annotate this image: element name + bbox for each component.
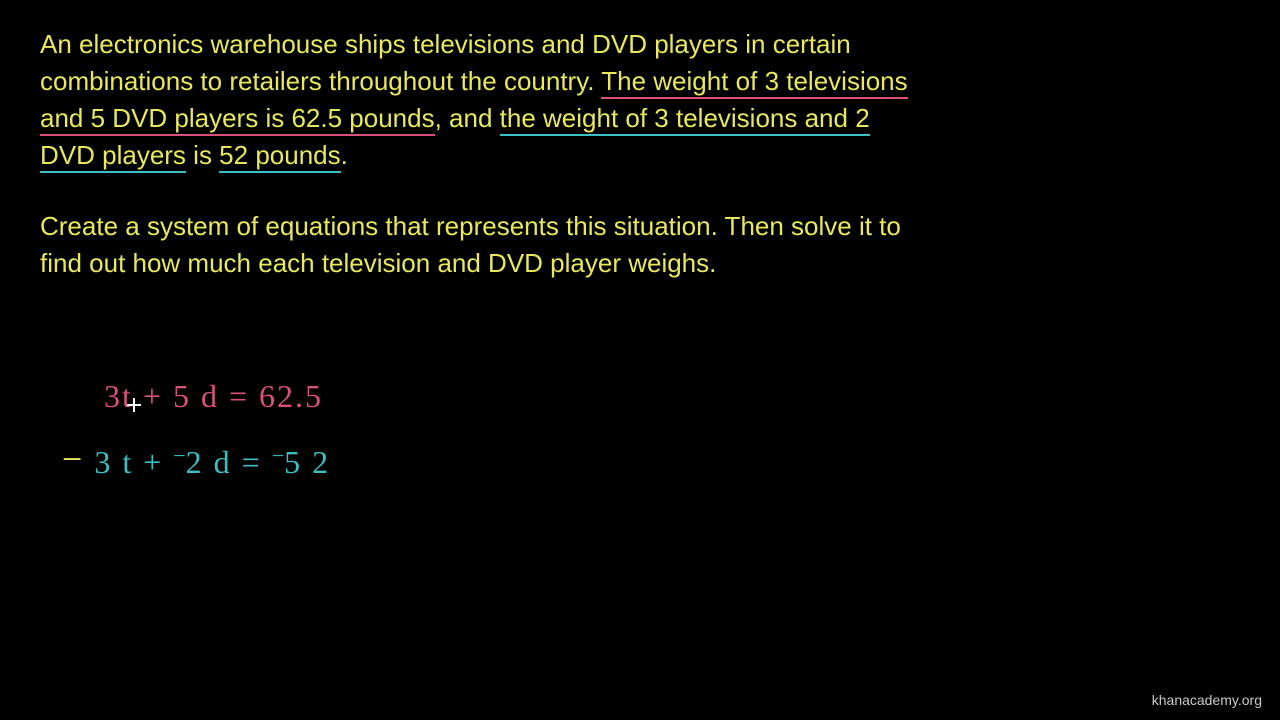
equation-2-part-c: 5 2 [284,444,330,480]
problem-paragraph-1: An electronics warehouse ships televisio… [40,26,910,174]
equation-2: − 3 t + −2 d = −5 2 [62,438,330,481]
problem-paragraph-2: Create a system of equations that repres… [40,208,910,282]
equation-2-part-b: 2 d = [186,444,272,480]
blackboard-canvas: An electronics warehouse ships televisio… [0,0,1280,720]
equation-2-part-a: 3 t + [84,444,173,480]
problem-statement: An electronics warehouse ships televisio… [40,26,910,315]
watermark: khanacademy.org [1152,692,1262,708]
equation-2-leading-minus: − [62,439,84,479]
equation-1: 3t + 5 d = 62.5 [104,378,323,415]
underline-condition-2b: 52 pounds [219,140,340,173]
equation-1-text: 3t + 5 d = 62.5 [104,378,323,414]
